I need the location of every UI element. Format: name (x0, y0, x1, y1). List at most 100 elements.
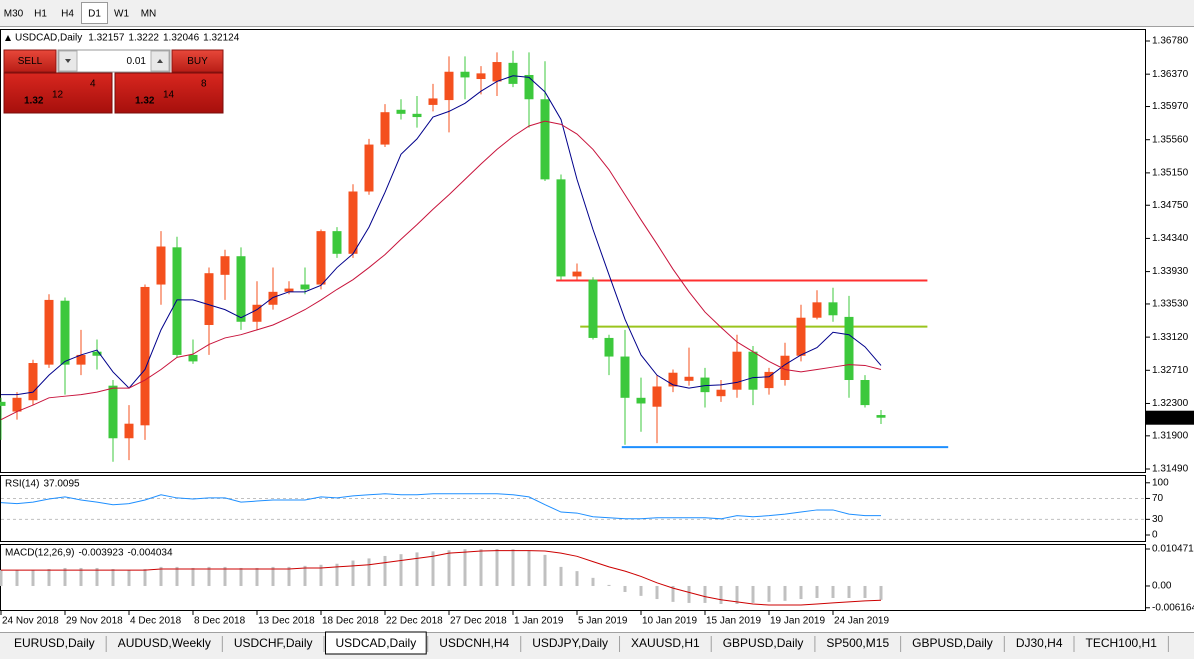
symbol-tab[interactable]: USDCHF,Daily (223, 634, 325, 654)
symbol-tab[interactable]: TECH100,H1 (1075, 634, 1169, 654)
candle-body (812, 302, 822, 318)
y-tick-label: 100 (1152, 477, 1169, 488)
candle-body (588, 279, 598, 338)
candle-body (844, 316, 854, 381)
candle-body (444, 71, 454, 101)
collapse-icon[interactable] (5, 35, 11, 41)
button-label: H1 (34, 9, 47, 20)
button-label: H4 (61, 9, 74, 20)
macd-title: MACD(12,26,9) (5, 548, 74, 559)
y-tick-label: 1.32300 (1152, 398, 1189, 409)
macd-bar (383, 555, 387, 586)
tab-label: XAUUSD,H1 (631, 636, 700, 650)
timeframe-button[interactable]: M30 (0, 2, 27, 24)
button-face (81, 2, 108, 24)
candle-body (92, 351, 102, 356)
tab-face (816, 634, 900, 654)
macd-bar (847, 585, 851, 598)
candle-body (652, 386, 662, 407)
toolbar-bg (0, 0, 1194, 27)
candle-body (412, 113, 422, 118)
macd-bar (95, 567, 99, 586)
macd-value: -0.003923 (78, 548, 123, 559)
tab-label: USDJPY,Daily (532, 636, 608, 650)
rsi-title: RSI(14) (5, 479, 39, 490)
y-tick-label: 1.35150 (1152, 168, 1189, 179)
y-tick-label: 30 (1152, 514, 1164, 525)
macd-bar (175, 566, 179, 586)
candle-body (204, 273, 214, 325)
button-label: SELL (18, 56, 43, 67)
macd-bar (239, 567, 243, 586)
sell-price[interactable]: 1.32 12 4 (3, 72, 113, 114)
volume-up[interactable] (150, 50, 170, 72)
x-tick-label: 5 Jan 2019 (578, 616, 628, 627)
button-face (54, 2, 81, 24)
tab-label: USDCAD,Daily (336, 636, 417, 650)
macd-bar (63, 567, 67, 586)
macd-bar (223, 566, 227, 586)
symbol-tab[interactable]: USDCAD,Daily (325, 631, 429, 655)
candle-body (604, 337, 614, 357)
y-tick-label: 1.33530 (1152, 299, 1189, 310)
y-tick-label: 1.33120 (1152, 332, 1189, 343)
candle-body (108, 385, 118, 439)
symbol-tab[interactable]: GBPUSD,Daily (712, 634, 816, 654)
y-tick-label: 1.36370 (1152, 69, 1189, 80)
macd-bar (815, 585, 819, 598)
macd-bar (31, 570, 35, 586)
candle-body (572, 271, 582, 277)
symbol-tab[interactable]: EURUSD,Daily (4, 634, 107, 654)
sell-button[interactable]: SELL (3, 49, 57, 73)
moving-average (1, 75, 882, 396)
candle-body (860, 380, 870, 406)
candle-body (268, 291, 278, 305)
button-face (108, 2, 135, 24)
macd-bar (879, 585, 883, 600)
macd-bar (287, 566, 291, 586)
candle-body (236, 256, 246, 322)
buy-button[interactable]: BUY (171, 49, 224, 73)
tab-face (223, 634, 323, 654)
symbol-tab[interactable]: USDJPY,Daily (522, 634, 621, 654)
button-face (3, 49, 57, 73)
candle-body (156, 246, 166, 285)
y-tick-label: 0 (1152, 530, 1158, 541)
macd-bar (47, 569, 51, 586)
ohlc-close: 1.32124 (203, 33, 240, 44)
candle-body (508, 62, 518, 84)
x-tick-label: 15 Jan 2019 (706, 616, 761, 627)
macd-bar (831, 585, 835, 598)
macd-bar (207, 566, 211, 586)
candle-body (284, 288, 294, 292)
tab-label: USDCNH,H4 (439, 636, 509, 650)
timeframe-button[interactable]: W1 (108, 2, 135, 24)
price-big: 14 (163, 90, 175, 101)
timeframe-button[interactable]: MN (135, 2, 162, 24)
macd-bar (735, 585, 739, 604)
candle-body (700, 377, 710, 393)
y-tick-label: 1.35970 (1152, 101, 1189, 112)
symbol-tab[interactable]: USDCNH,H4 (429, 634, 522, 654)
symbol-tab[interactable]: DJ30,H4 (1005, 634, 1075, 654)
price-big: 12 (52, 90, 64, 101)
symbol-tab[interactable]: XAUUSD,H1 (621, 634, 712, 654)
symbol-tab[interactable]: GBPUSD,Daily (902, 634, 1005, 654)
x-tick-label: 18 Dec 2018 (322, 616, 379, 627)
volume-down[interactable] (58, 50, 78, 72)
x-tick-label: 8 Dec 2018 (194, 616, 246, 627)
symbol-tab[interactable]: SP500,M15 (816, 634, 902, 654)
timeframe-button[interactable]: H4 (54, 2, 81, 24)
candle-body (348, 191, 358, 254)
price-tag-bg (1146, 410, 1194, 425)
macd-bar (863, 585, 867, 598)
buy-price[interactable]: 1.32 14 8 (114, 72, 224, 114)
timeframe-button[interactable]: H1 (27, 2, 54, 24)
timeframe-button[interactable]: D1 (81, 2, 108, 24)
x-tick-label: 24 Jan 2019 (834, 616, 889, 627)
y-tick-label: 1.36780 (1152, 36, 1189, 47)
y-tick-label: 1.34750 (1152, 200, 1189, 211)
symbol-tab[interactable]: AUDUSD,Weekly (107, 634, 223, 654)
button-face (135, 2, 162, 24)
volume-input[interactable]: 0.01 (127, 56, 147, 67)
